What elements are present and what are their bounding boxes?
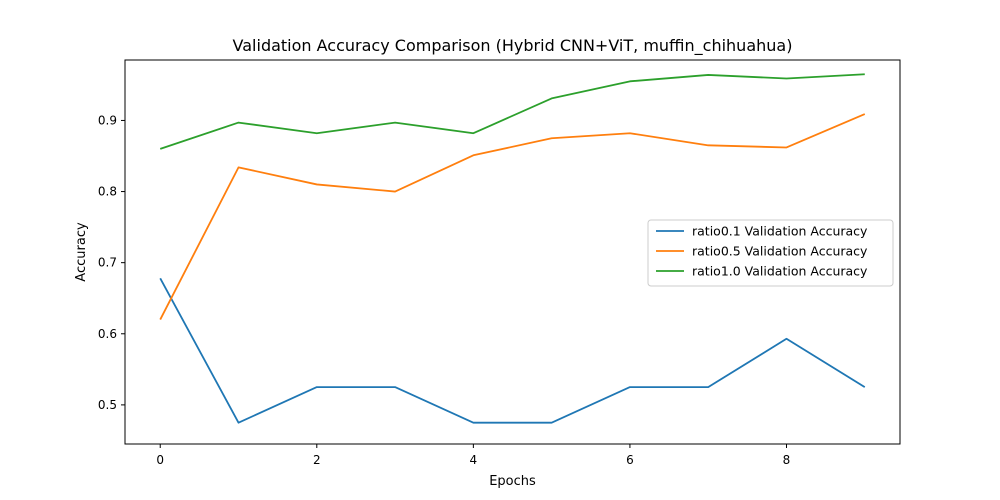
x-tick-label-1: 2 (313, 453, 321, 467)
series-line-0 (159, 277, 866, 424)
chart-title: Validation Accuracy Comparison (Hybrid C… (233, 36, 793, 56)
legend: ratio0.1 Validation Accuracy ratio0.5 Val… (647, 219, 894, 287)
y-tick-label-1: 0.6 (98, 327, 117, 341)
y-tick-label-3: 0.8 (98, 185, 117, 199)
y-tick-label-2: 0.7 (98, 256, 117, 270)
plot-lines (159, 73, 866, 424)
y-tick-label-4: 0.9 (98, 113, 117, 127)
legend-label-1: ratio0.5 Validation Accuracy (692, 244, 868, 259)
legend-label-2: ratio1.0 Validation Accuracy (692, 264, 868, 279)
y-axis-ticks: 0.5 0.6 0.7 0.8 0.9 (98, 113, 125, 412)
x-tick-label-2: 4 (470, 453, 478, 467)
x-axis-label: Epochs (489, 474, 536, 489)
plot-frame (124, 59, 901, 445)
x-tick-label-0: 0 (156, 453, 164, 467)
legend-label-0: ratio0.1 Validation Accuracy (692, 224, 868, 239)
x-axis-ticks: 0 2 4 6 8 (156, 444, 790, 467)
y-axis-label: Accuracy (74, 222, 89, 282)
x-tick-label-3: 6 (626, 453, 634, 467)
legend-box (647, 219, 894, 287)
y-tick-label-0: 0.5 (98, 398, 117, 412)
series-line-2 (159, 73, 865, 150)
series-line-1 (159, 113, 866, 320)
x-tick-label-4: 8 (783, 453, 791, 467)
